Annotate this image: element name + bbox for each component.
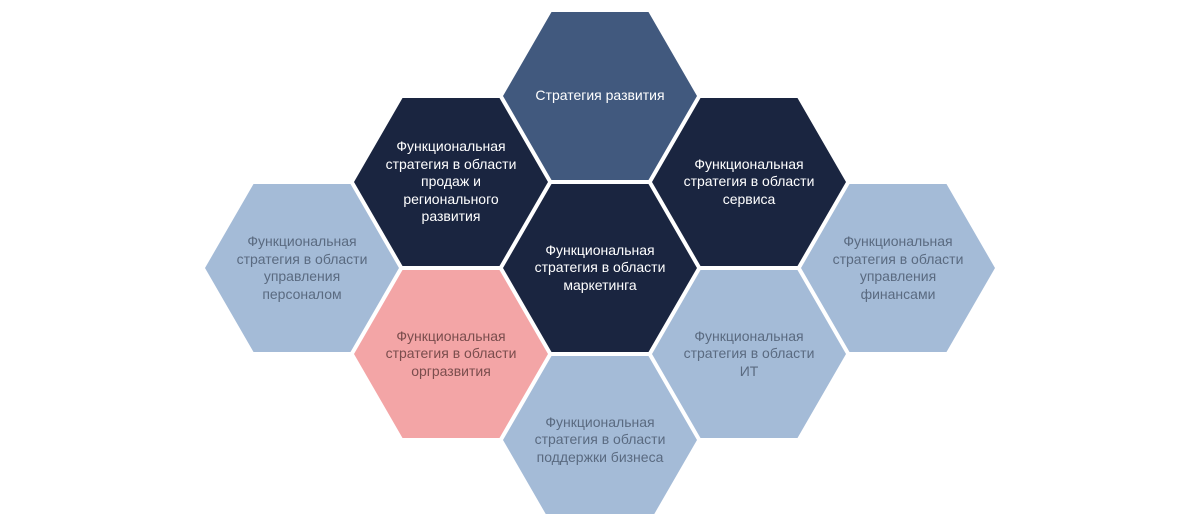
hex-label: Функциональная стратегия в области управ… — [233, 233, 371, 303]
hex-label: Функциональная стратегия в области управ… — [829, 233, 967, 303]
hex-label: Функциональная стратегия в области ИТ — [680, 328, 818, 381]
hex-label: Функциональная стратегия в области оргра… — [382, 328, 520, 381]
hex-label: Функциональная стратегия в области серви… — [680, 156, 818, 209]
hex-label: Функциональная стратегия в области прода… — [382, 138, 520, 226]
hex-label: Функциональная стратегия в области марке… — [531, 242, 669, 295]
hex-diagram: Стратегия развития Функциональная страте… — [0, 0, 1200, 514]
hex-label: Функциональная стратегия в области подде… — [531, 414, 669, 467]
hex-label: Стратегия развития — [535, 87, 664, 105]
